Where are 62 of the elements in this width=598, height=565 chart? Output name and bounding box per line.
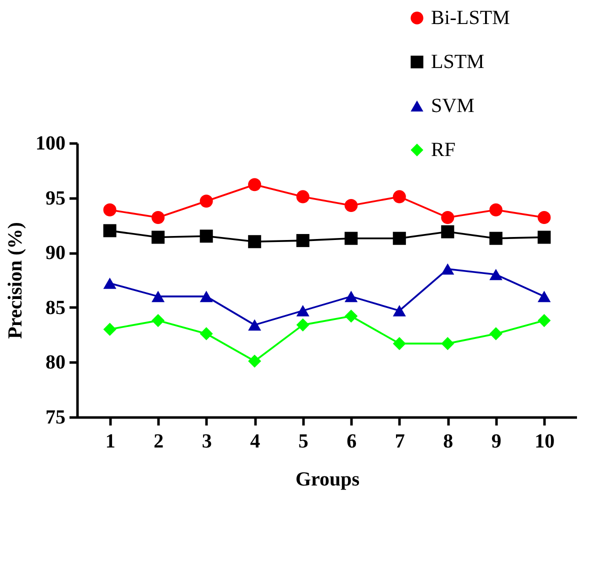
point: [344, 198, 358, 212]
point: [538, 314, 551, 328]
legend-label: LSTM: [431, 51, 485, 73]
point: [344, 290, 358, 302]
x-tick-label: 8: [443, 430, 454, 452]
point: [103, 322, 116, 336]
x-tick-label: 3: [202, 430, 212, 452]
point: [200, 194, 213, 208]
point: [103, 278, 116, 289]
y-tick-label: 95: [46, 187, 66, 210]
point: [103, 224, 116, 238]
x-tick-label: 10: [534, 430, 555, 452]
point: [248, 319, 262, 331]
point: [152, 314, 165, 328]
point: [200, 230, 213, 243]
x-tick-label: 2: [154, 430, 164, 452]
point: [248, 178, 262, 192]
point: [538, 211, 551, 224]
point: [441, 225, 454, 238]
point: [392, 305, 406, 316]
point: [489, 327, 502, 340]
legend-label: RF: [431, 139, 456, 161]
x-tick-label: 7: [394, 430, 405, 452]
point: [538, 290, 551, 302]
point: [538, 230, 551, 244]
point: [248, 354, 262, 368]
y-tick-label: 80: [46, 352, 66, 374]
y-axis-title: Precision (%): [4, 222, 26, 339]
point: [296, 305, 310, 316]
point: [344, 310, 358, 323]
y-tick-label: 90: [46, 242, 66, 264]
legend-label: SVM: [431, 95, 475, 117]
point: [392, 232, 406, 245]
point: [489, 268, 502, 280]
y-tick-label: 75: [46, 406, 66, 428]
point: [296, 234, 310, 248]
point: [441, 263, 454, 275]
point: [200, 327, 213, 340]
y-tick-label: 85: [46, 296, 66, 319]
point: [103, 203, 116, 216]
point: [489, 232, 502, 245]
point: [200, 290, 213, 302]
point: [344, 232, 358, 245]
point: [152, 290, 165, 302]
point: [296, 190, 310, 204]
point: [152, 230, 165, 244]
point: [441, 337, 454, 350]
point: [248, 235, 262, 248]
x-tick-label: 4: [250, 430, 260, 452]
x-tick-label: 9: [491, 430, 502, 452]
point: [489, 203, 502, 216]
x-tick-label: 5: [298, 430, 308, 452]
x-tick-label: 1: [105, 430, 116, 452]
point: [392, 337, 406, 350]
y-tick-label: 100: [36, 132, 66, 154]
x-axis-title: Groups: [295, 468, 360, 490]
point: [296, 318, 310, 332]
legend-label: Bi-LSTM: [431, 7, 510, 29]
point: [441, 211, 454, 224]
point: [152, 211, 165, 224]
x-tick-label: 6: [346, 430, 357, 452]
point: [392, 190, 406, 204]
